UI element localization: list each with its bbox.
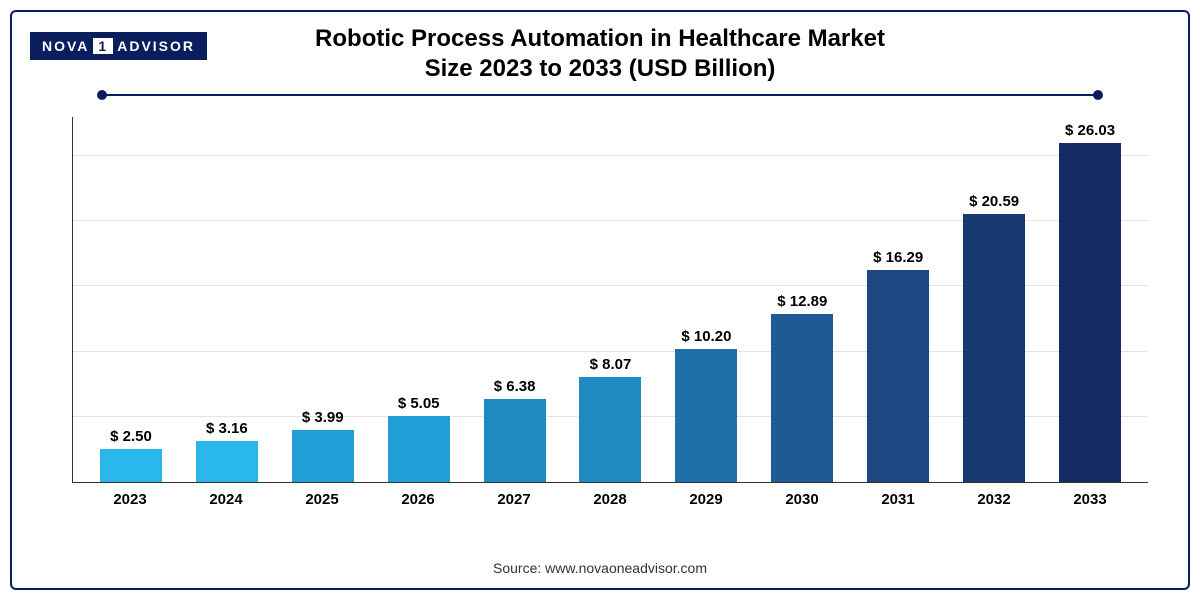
- bar-rect: [579, 377, 641, 482]
- logo-part3: ADVISOR: [117, 38, 195, 54]
- bar-value-label: $ 16.29: [873, 249, 923, 266]
- bar-value-label: $ 2.50: [110, 428, 152, 445]
- x-axis-label: 2025: [274, 487, 370, 513]
- bar-slot: $ 2.50: [83, 117, 179, 482]
- x-axis-label: 2033: [1042, 487, 1138, 513]
- source-text: Source: www.novaoneadvisor.com: [12, 560, 1188, 576]
- bar-slot: $ 3.16: [179, 117, 275, 482]
- bar-rect: [292, 430, 354, 482]
- bar-rect: [196, 441, 258, 482]
- bar-slot: $ 3.99: [275, 117, 371, 482]
- x-axis-label: 2029: [658, 487, 754, 513]
- bar-value-label: $ 10.20: [681, 328, 731, 345]
- logo-badge: NOVA 1 ADVISOR: [30, 32, 207, 60]
- bar-rect: [388, 416, 450, 482]
- chart-area: $ 2.50 $ 3.16 $ 3.99 $ 5.05 $ 6.38 $ 8.07 $ 10…: [72, 117, 1148, 513]
- plot-region: $ 2.50 $ 3.16 $ 3.99 $ 5.05 $ 6.38 $ 8.07 $ 10…: [72, 117, 1148, 483]
- bar-slot: $ 6.38: [467, 117, 563, 482]
- x-axis-label: 2028: [562, 487, 658, 513]
- x-axis-label: 2024: [178, 487, 274, 513]
- bar-rect: [484, 399, 546, 482]
- bars-container: $ 2.50 $ 3.16 $ 3.99 $ 5.05 $ 6.38 $ 8.07 $ 10…: [73, 117, 1148, 482]
- bar-rect: [771, 314, 833, 482]
- x-axis-label: 2031: [850, 487, 946, 513]
- bar-value-label: $ 3.99: [302, 409, 344, 426]
- bar-rect: [100, 449, 162, 482]
- bar-slot: $ 5.05: [371, 117, 467, 482]
- bar-rect: [867, 270, 929, 482]
- bar-value-label: $ 20.59: [969, 193, 1019, 210]
- bar-value-label: $ 3.16: [206, 420, 248, 437]
- bar-value-label: $ 6.38: [494, 378, 536, 395]
- title-divider: [102, 94, 1098, 96]
- bar-slot: $ 20.59: [946, 117, 1042, 482]
- x-axis-label: 2027: [466, 487, 562, 513]
- bar-slot: $ 8.07: [563, 117, 659, 482]
- bar-slot: $ 26.03: [1042, 117, 1138, 482]
- logo-part2: 1: [93, 38, 113, 54]
- bar-slot: $ 10.20: [658, 117, 754, 482]
- bar-rect: [675, 349, 737, 482]
- bar-slot: $ 16.29: [850, 117, 946, 482]
- x-axis-label: 2030: [754, 487, 850, 513]
- bar-rect: [1059, 143, 1121, 482]
- x-axis-label: 2032: [946, 487, 1042, 513]
- bar-value-label: $ 12.89: [777, 293, 827, 310]
- x-axis-label: 2023: [82, 487, 178, 513]
- bar-slot: $ 12.89: [754, 117, 850, 482]
- bar-value-label: $ 26.03: [1065, 122, 1115, 139]
- bar-value-label: $ 5.05: [398, 395, 440, 412]
- bar-rect: [963, 214, 1025, 482]
- chart-frame: NOVA 1 ADVISOR Robotic Process Automatio…: [10, 10, 1190, 590]
- bar-value-label: $ 8.07: [590, 356, 632, 373]
- logo-part1: NOVA: [42, 38, 89, 54]
- x-axis-label: 2026: [370, 487, 466, 513]
- x-axis-labels: 2023202420252026202720282029203020312032…: [72, 487, 1148, 513]
